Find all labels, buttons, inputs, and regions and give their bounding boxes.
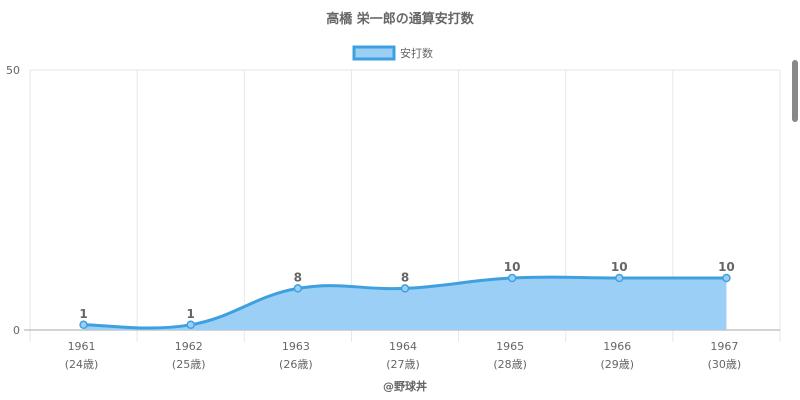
- x-tick-label: 1967: [710, 340, 738, 353]
- x-tick-label: 1962: [175, 340, 203, 353]
- data-point[interactable]: [722, 273, 731, 283]
- x-tick-sublabel: (30歳): [708, 358, 742, 371]
- data-label: 10: [718, 260, 735, 274]
- data-point[interactable]: [186, 320, 195, 330]
- y-tick-label: 50: [6, 64, 20, 77]
- x-tick-label: 1966: [603, 340, 631, 353]
- x-tick-sublabel: (25歳): [172, 358, 206, 371]
- x-tick-label: 1964: [389, 340, 417, 353]
- x-tick-sublabel: (29歳): [600, 358, 634, 371]
- data-label: 10: [504, 260, 521, 274]
- data-label: 8: [294, 270, 302, 284]
- x-tick-label: 1965: [496, 340, 524, 353]
- x-tick-sublabel: (28歳): [493, 358, 527, 371]
- legend-swatch: [352, 45, 396, 61]
- y-axis: 0 50: [6, 64, 20, 337]
- data-point[interactable]: [79, 320, 88, 330]
- data-point[interactable]: [400, 284, 410, 293]
- series-area-fill: [83, 277, 727, 330]
- plot-area: [79, 273, 731, 330]
- credit-label: @野球丼: [383, 379, 427, 393]
- data-point[interactable]: [615, 273, 624, 283]
- legend-label: 安打数: [400, 46, 433, 60]
- data-point[interactable]: [507, 273, 517, 283]
- x-tick-sublabel: (26歳): [279, 358, 313, 371]
- data-label: 1: [187, 307, 195, 321]
- chart-title: 高橋 栄一郎の通算安打数: [326, 11, 475, 27]
- legend[interactable]: 安打数: [352, 45, 433, 61]
- data-label: 8: [401, 270, 409, 284]
- data-labels: 1 1 8 8 10 10 10: [79, 260, 734, 321]
- x-tick-sublabel: (27歳): [386, 358, 420, 371]
- data-point[interactable]: [293, 284, 303, 293]
- x-axis: 1961 (24歳) 1962 (25歳) 1963 (26歳) 1964 (27歳) 1965…: [65, 340, 741, 371]
- x-tick-sublabel: (24歳): [65, 358, 99, 371]
- scrollbar-thumb[interactable]: [792, 60, 798, 122]
- x-tick-label: 1961: [68, 340, 96, 353]
- data-label: 1: [79, 307, 87, 321]
- x-tick-label: 1963: [282, 340, 310, 353]
- y-tick-label: 0: [13, 324, 20, 337]
- data-label: 10: [611, 260, 628, 274]
